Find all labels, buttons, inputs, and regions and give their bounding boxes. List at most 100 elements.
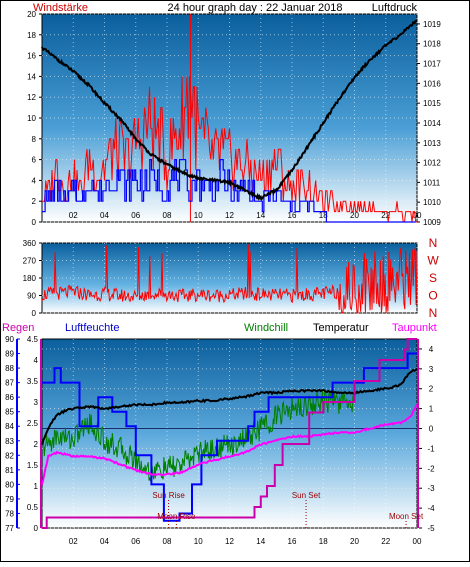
wind-tick-label: 16 (27, 52, 36, 61)
wind-direction-line (41, 244, 418, 314)
chart-title: 24 hour graph day : 22 Januar 2018 (168, 2, 343, 14)
time-tick-label: 08 (163, 211, 172, 220)
humidity-line (42, 352, 417, 522)
time-tick-label: 12 (225, 537, 234, 546)
humidity-tick-label: 80 (5, 480, 14, 489)
temperature-tick-label: 0 (429, 425, 434, 434)
temperature-tick-label: -5 (427, 524, 435, 533)
dewpoint-line (41, 404, 418, 485)
wind-tick-label: 6 (32, 156, 37, 165)
humidity-axis-ticks: 77 78 79 80 81 82 83 84 85 86 87 88 89 90 (5, 335, 20, 533)
time-tick-label: 18 (319, 211, 328, 220)
time-tick-label: 20 (350, 211, 359, 220)
temperature-tick-label: 4 (429, 345, 434, 354)
temperature-tick-label: -2 (427, 464, 435, 473)
pressure-tick-label: 1013 (423, 139, 441, 148)
time-tick-label: 20 (350, 537, 359, 546)
compass-label: N (429, 306, 438, 320)
time-tick-label: 12 (225, 211, 234, 220)
pressure-tick-label: 1017 (423, 60, 441, 69)
compass-label: S (429, 271, 437, 285)
temperature-tick-label: -4 (427, 504, 435, 513)
humidity-axis-title: Luftfeuchte (65, 322, 119, 334)
top-time-axis: 02 04 06 08 10 12 14 16 18 20 22 00 (69, 211, 422, 220)
direction-axis-ticks: 0 90 180 270 360 (23, 239, 42, 318)
humidity-tick-label: 81 (5, 466, 14, 475)
humidity-tick-label: 85 (5, 408, 14, 417)
annotation-label: Moon Rise (157, 512, 196, 521)
wind-axis-title: Windstärke (33, 2, 88, 14)
time-tick-label: 10 (194, 537, 203, 546)
direction-tick-label: 0 (32, 309, 37, 318)
time-tick-label: 00 (413, 211, 422, 220)
wind-tick-label: 20 (27, 10, 36, 19)
time-tick-label: 00 (413, 537, 422, 546)
pressure-line (41, 19, 418, 202)
direction-tick-label: 180 (23, 274, 37, 283)
time-tick-label: 08 (163, 537, 172, 546)
windchill-legend: Windchill (244, 322, 288, 334)
gust-line (42, 76, 417, 223)
time-tick-label: 22 (381, 211, 390, 220)
rain-tick-label: 0 (34, 524, 39, 533)
pressure-tick-label: 1011 (423, 178, 441, 187)
pressure-tick-label: 1009 (423, 218, 441, 227)
time-tick-label: 06 (131, 211, 140, 220)
temperature-tick-label: 1 (429, 405, 434, 414)
humidity-tick-label: 86 (5, 393, 14, 402)
bottom-time-axis: 02 04 06 08 10 12 14 16 18 20 22 00 (69, 537, 422, 546)
annotation-label: Sun Set (292, 491, 321, 500)
rain-tick-label: 1 (34, 482, 39, 491)
time-tick-label: 14 (256, 211, 265, 220)
time-tick-label: 18 (319, 537, 328, 546)
temperature-tick-label: -1 (427, 444, 435, 453)
compass-label: O (428, 289, 437, 303)
pressure-tick-label: 1016 (423, 79, 441, 88)
time-tick-label: 06 (131, 537, 140, 546)
compass-label: N (429, 236, 438, 250)
direction-tick-label: 270 (23, 257, 37, 266)
windchill-line (41, 388, 355, 482)
direction-tick-label: 90 (27, 292, 36, 301)
humidity-tick-label: 84 (5, 422, 14, 431)
rain-axis-title: Regen (2, 322, 34, 334)
humidity-tick-label: 89 (5, 350, 14, 359)
wind-tick-label: 18 (27, 31, 36, 40)
time-tick-label: 16 (288, 537, 297, 546)
rain-tick-label: 1.5 (27, 461, 39, 470)
rain-axis-ticks: 0 0.5 1 1.5 2 2.5 3 3.5 4 4.5 (27, 335, 42, 533)
pressure-tick-label: 1012 (423, 159, 441, 168)
wind-pressure-series (41, 14, 418, 223)
compass-label: W (427, 254, 439, 268)
time-tick-label: 02 (69, 211, 78, 220)
time-tick-label: 02 (69, 537, 78, 546)
annotation-label: Sun Rise (152, 491, 185, 500)
rain-tick-label: 4.5 (27, 335, 39, 344)
pressure-tick-label: 1015 (423, 99, 441, 108)
wind-tick-label: 4 (32, 176, 37, 185)
temperature-humidity-series (41, 338, 418, 529)
temperature-tick-label: -3 (427, 484, 435, 493)
pressure-axis-title: Luftdruck (372, 2, 418, 14)
wind-tick-label: 14 (27, 72, 36, 81)
rain-line (42, 338, 417, 529)
rain-tick-label: 4 (34, 356, 39, 365)
wind-direction-series (41, 244, 418, 314)
humidity-tick-label: 83 (5, 437, 14, 446)
wind-tick-label: 8 (32, 135, 37, 144)
humidity-tick-label: 77 (5, 524, 14, 533)
time-tick-label: 04 (100, 537, 109, 546)
temperature-tick-label: 2 (429, 385, 434, 394)
pressure-tick-label: 1018 (423, 40, 441, 49)
time-tick-label: 10 (194, 211, 203, 220)
time-tick-label: 16 (288, 211, 297, 220)
temperature-tick-label: 3 (429, 365, 434, 374)
wind-tick-label: 0 (32, 218, 37, 227)
annotation-label: Moon Set (389, 512, 424, 521)
wind-speed-line (42, 159, 416, 223)
wind-tick-label: 2 (32, 197, 37, 206)
rain-tick-label: 3.5 (27, 377, 39, 386)
wind-tick-label: 10 (27, 114, 36, 123)
